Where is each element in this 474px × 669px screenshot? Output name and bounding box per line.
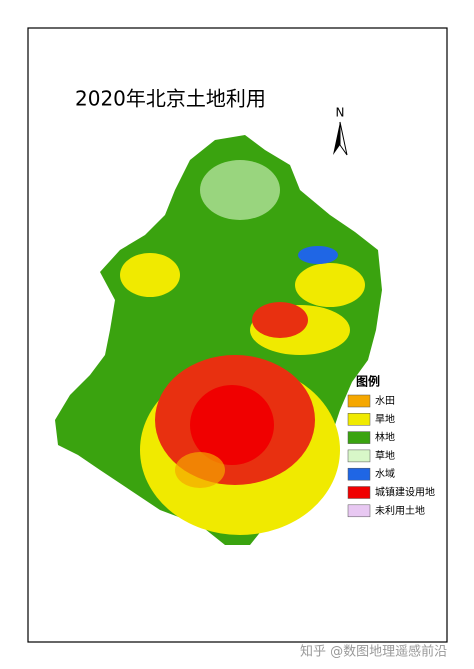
legend-label: 城镇建设用地 xyxy=(375,486,435,499)
grass-patch xyxy=(200,160,280,220)
legend-label: 林地 xyxy=(375,431,395,444)
legend-swatch xyxy=(347,431,371,444)
legend-label: 水域 xyxy=(375,467,395,480)
dry-patch xyxy=(295,263,365,307)
map-title: 2020年北京土地利用 xyxy=(75,87,266,111)
paddy-patch xyxy=(175,452,225,488)
legend-label: 未利用土地 xyxy=(375,504,425,517)
legend-label: 草地 xyxy=(375,449,395,462)
urban-patch xyxy=(252,302,308,338)
legend-swatch xyxy=(347,413,371,426)
watermark: 知乎 @数图地理遥感前沿 xyxy=(300,644,447,660)
legend-swatch xyxy=(347,394,371,408)
legend-swatch xyxy=(347,504,371,518)
north-arrow xyxy=(339,121,348,156)
map-body xyxy=(55,135,382,545)
legend-swatch xyxy=(347,486,371,499)
legend-swatch xyxy=(347,449,371,463)
north-arrow xyxy=(333,122,340,155)
reservoir xyxy=(298,246,338,264)
dry-patch xyxy=(120,253,180,297)
legend-label: 旱地 xyxy=(375,412,395,425)
legend-label: 水田 xyxy=(375,395,395,407)
legend-swatch xyxy=(347,467,371,481)
urban-core xyxy=(190,385,274,465)
legend-title: 图例 xyxy=(356,374,380,389)
north-label: N xyxy=(336,106,345,120)
